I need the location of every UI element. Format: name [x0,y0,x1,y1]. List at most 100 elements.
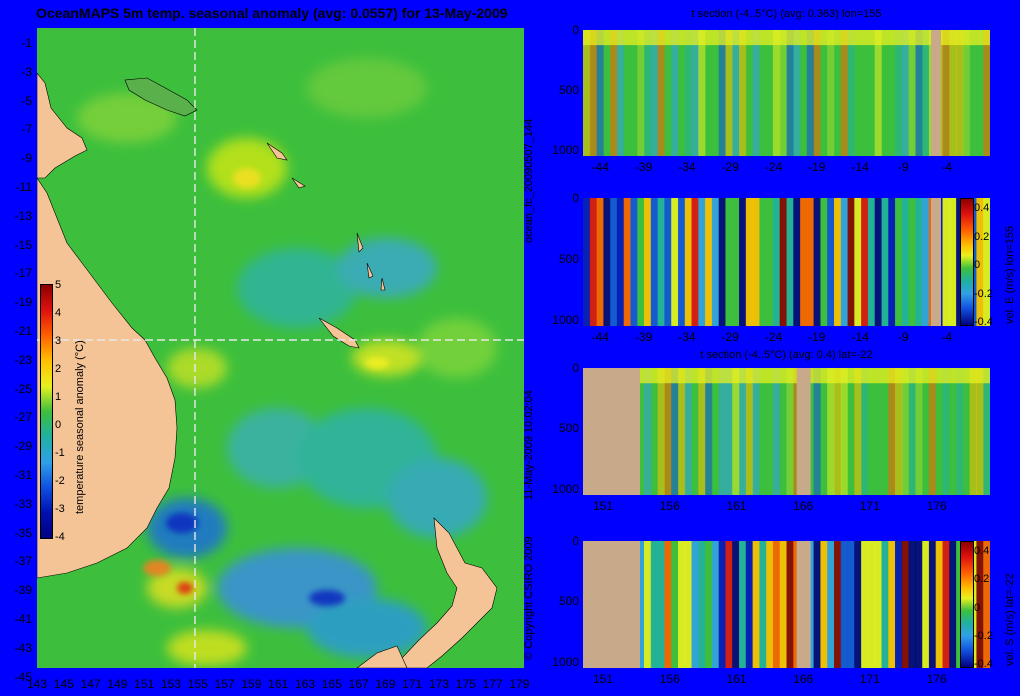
section-cell-column [691,541,699,668]
section-cell-column [664,368,672,495]
section-cell-column [684,368,693,495]
section-cell-column [650,30,659,156]
section-cell-column [705,30,713,156]
section-y-tick-label: 1000 [552,654,579,669]
section-x-tick-label: -34 [678,160,696,174]
section-cell-column [935,368,944,495]
section-cell-column [637,541,645,668]
lat-tick-label: -31 [14,468,32,482]
section-cell-column [650,541,659,668]
section-cell-column [956,541,964,668]
section-cell-column [766,541,774,668]
section-x-tick-label: -39 [634,330,653,344]
section-cell-column [691,30,699,156]
surface-layer [583,368,990,384]
velocity-colorbar-tick: 0 [974,601,981,614]
section-cell-column [922,541,930,668]
new-zealand-land [401,517,498,668]
section-cell-column [895,541,903,668]
section-x-tick-label: -44 [591,330,609,344]
section-cell-column [942,368,950,495]
section-cell-column [949,368,957,495]
section-cell-column [800,30,808,156]
section-cell-column [942,198,950,326]
section-x-tick-label: 161 [726,499,747,513]
lat-tick-label: -37 [14,554,32,569]
section-cell-column [983,368,990,495]
section-cell-column [908,30,916,156]
section-cell-column [684,30,693,156]
section-x-tick-label: -29 [721,160,739,174]
section-cell-column [983,541,990,668]
section-x-tick-label: 151 [593,672,614,686]
section-cell-column [698,198,706,326]
section-cell-column [759,198,767,326]
section-cell-column [657,30,665,156]
section-cell-column [616,30,625,156]
section-y-tick-label: 1000 [552,312,579,327]
lon-tick-label: 151 [134,677,155,691]
section-x-tick-label: -4 [941,160,953,174]
section-cell-column [922,198,930,326]
section-cell-column [684,198,693,326]
section-cell-column [678,198,686,326]
section-cell-column [861,541,869,668]
velocity-colorbar-tick: 0 [974,259,981,271]
section-cell-column [834,368,842,495]
lat-tick-label: -7 [21,122,32,137]
section-cell-column [861,30,869,156]
section-title: t section (-4..5°C) (avg: 0.4) lat=-22 [700,349,873,361]
section-cell-column [711,368,720,495]
section-cell-column [867,198,876,326]
lat-tick-label: -5 [21,93,32,108]
section-cell-column [827,368,835,495]
section-cell-column [820,541,828,668]
section-cell-column [874,30,883,156]
section-heatmap [583,198,990,326]
section-x-tick-label: -24 [764,160,783,174]
section-cell-column [962,30,971,156]
section-cell-column [969,368,977,495]
lat-tick-label: -27 [14,410,32,425]
section-cell-column [644,30,652,156]
colorbar-tick-label: 3 [55,335,62,347]
section-y-tick-label: 500 [558,421,579,436]
section-land-block [796,368,811,495]
section-cell-column [840,368,849,495]
section-cell-column [813,30,821,156]
lat-tick-label: -25 [14,381,32,396]
section-cell-column [664,198,672,326]
section-cell-column [671,30,679,156]
velocity-colorbar-label: vel. E (m/s) lon=155 [1004,225,1016,324]
section-x-tick-label: 156 [659,672,680,686]
section-cell-column [589,198,598,326]
australia-land [37,177,178,579]
section-cell-column [915,198,923,326]
velocity-colorbar-tick: 0.2 [974,230,990,243]
section-y-tick-label: 500 [558,594,579,609]
lon-tick-label: 145 [53,677,74,691]
section-title: t section (-4..5°C) (avg: 0.363) lon=155 [691,8,882,20]
section-cell-column [732,541,740,668]
section-cell-column [867,30,876,156]
section-cell-column [678,541,686,668]
section-cell-column [637,368,645,495]
section-cell-column [637,30,645,156]
section-cell-column [935,541,944,668]
section-cell-column [725,198,733,326]
section-cell-column [976,30,984,156]
section-cell-column [840,541,849,668]
section-cell-column [928,368,937,495]
section-y-tick-label: 500 [558,251,579,266]
section-cell-column [698,30,706,156]
section-cell-column [779,30,788,156]
section-cell-column [705,198,713,326]
section-cell-column [671,198,679,326]
colorbar-tick-label: 5 [55,279,62,291]
lat-tick-label: -1 [21,36,32,50]
velocity-colorbar-tick: -0.2 [974,287,993,300]
section-cell-column [745,368,754,495]
section-cell-column [834,198,842,326]
lon-tick-label: 157 [214,677,235,691]
section-cell-column [630,30,638,156]
